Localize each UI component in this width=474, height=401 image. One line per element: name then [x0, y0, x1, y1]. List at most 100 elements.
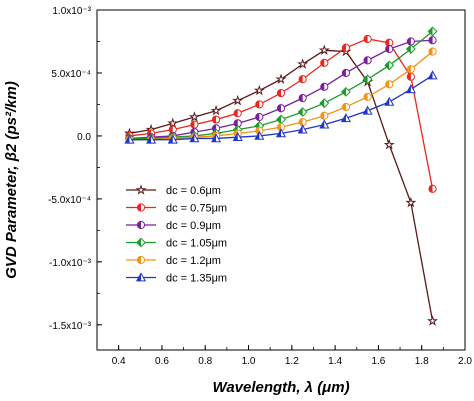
marker-fill: [298, 107, 303, 117]
y-tick-label: 1.0x10⁻³: [52, 6, 91, 17]
marker-fill: [146, 135, 152, 144]
marker-fill: [277, 104, 281, 112]
marker-fill: [255, 100, 260, 109]
marker-fill: [342, 69, 346, 77]
legend-item: dc = 1.35μm: [126, 272, 227, 285]
x-axis-title: Wavelength, λ (μm): [212, 379, 349, 396]
marker-fill: [428, 47, 433, 56]
series-layer: [123, 26, 439, 326]
marker-fill: [233, 132, 238, 141]
marker-fill: [320, 120, 325, 128]
marker-fill: [168, 135, 173, 144]
marker-fill: [320, 98, 325, 108]
marker-fill: [125, 135, 130, 144]
marker-star: [275, 73, 287, 84]
marker-fill: [137, 256, 141, 264]
y-axis-ticks: -1.5x10⁻³ -1.0x10⁻³ -5.0x10⁻⁴ 0.0 5.0x10⁻⁴ 1.…: [48, 6, 102, 332]
marker-fill: [211, 134, 217, 142]
legend-item: dc = 0.6μm: [126, 184, 221, 197]
x-axis-ticks: 0.4 0.6 0.8 1.0 1.2 1.4 1.6 1.8 2.0: [96, 345, 472, 367]
marker-star: [318, 44, 330, 55]
marker-star: [210, 104, 222, 116]
x-tick-label: 1.0: [242, 356, 256, 367]
series-line: [129, 38, 434, 189]
marker-fill: [277, 123, 281, 131]
marker-star: [383, 138, 395, 150]
marker-fill: [255, 131, 260, 140]
marker-fill: [363, 56, 368, 64]
marker-fill: [428, 36, 433, 44]
marker-fill: [385, 80, 390, 88]
marker-fill: [190, 134, 195, 142]
marker-fill: [385, 97, 390, 106]
x-tick-label: 0.4: [112, 356, 126, 367]
marker-star: [188, 111, 200, 122]
marker-fill: [385, 45, 390, 53]
marker-fill: [276, 129, 281, 137]
marker-star: [135, 184, 147, 195]
legend-item: dc = 1.05μm: [126, 238, 227, 250]
marker-star: [427, 315, 439, 326]
marker-fill: [255, 113, 260, 121]
marker-star: [167, 117, 179, 129]
plot-frame: [96, 9, 466, 351]
marker-star: [253, 84, 265, 96]
x-tick-label: 1.6: [371, 356, 385, 367]
marker-fill: [363, 106, 368, 115]
y-tick-label: -1.0x10⁻³: [49, 258, 92, 269]
marker-fill: [385, 39, 390, 47]
marker-fill: [363, 35, 368, 43]
marker-fill: [428, 185, 433, 193]
marker-fill: [341, 87, 346, 97]
y-axis-title: GVD Parameter, β2 (ps²/km): [3, 81, 20, 279]
marker-fill: [320, 59, 325, 67]
x-tick-label: 1.4: [328, 356, 342, 367]
marker-fill: [298, 125, 303, 133]
marker-fill: [407, 73, 411, 81]
x-tick-label: 1.2: [285, 356, 299, 367]
marker-fill: [212, 115, 217, 124]
marker-fill: [136, 238, 141, 247]
series-2: [125, 34, 437, 193]
marker-fill: [363, 93, 368, 101]
x-tick-label: 2.0: [458, 356, 472, 367]
marker-fill: [169, 126, 173, 134]
marker-fill: [137, 221, 141, 229]
series-6: [124, 70, 438, 144]
x-tick-label: 0.6: [155, 356, 169, 367]
marker-fill: [428, 71, 433, 79]
marker-fill: [276, 115, 281, 124]
legend-item: dc = 0.75μm: [126, 203, 227, 215]
x-tick-label: 0.8: [198, 356, 212, 367]
marker-fill: [277, 89, 281, 97]
legend-label: dc = 1.35μm: [166, 273, 227, 285]
y-tick-label: -5.0x10⁻⁴: [48, 195, 91, 206]
marker-fill: [299, 75, 303, 83]
marker-fill: [320, 112, 325, 120]
marker-fill: [407, 65, 411, 73]
marker-fill: [406, 85, 411, 93]
legend-label: dc = 0.9μm: [166, 220, 221, 232]
marker-fill: [234, 119, 238, 127]
y-tick-label: 0.0: [77, 132, 91, 143]
marker-fill: [136, 273, 141, 281]
marker-fill: [299, 94, 303, 102]
y-tick-label: 5.0x10⁻⁴: [51, 69, 91, 80]
marker-fill: [363, 75, 368, 84]
marker-fill: [341, 114, 346, 122]
legend-item: dc = 1.2μm: [126, 255, 221, 267]
legend-label: dc = 1.2μm: [166, 255, 221, 267]
legend: dc = 0.6μm dc = 0.75μm dc = 0.9μm dc = 1.05…: [126, 184, 227, 285]
marker-fill: [385, 61, 390, 70]
marker-star: [297, 58, 309, 69]
legend-label: dc = 0.6μm: [166, 185, 221, 197]
marker-fill: [299, 118, 303, 126]
marker-star: [232, 94, 244, 106]
marker-fill: [342, 44, 346, 52]
marker-star: [405, 196, 417, 208]
x-tick-label: 1.8: [415, 356, 429, 367]
marker-fill: [234, 109, 238, 117]
marker-fill: [342, 103, 346, 111]
y-tick-label: -1.5x10⁻³: [49, 321, 92, 332]
